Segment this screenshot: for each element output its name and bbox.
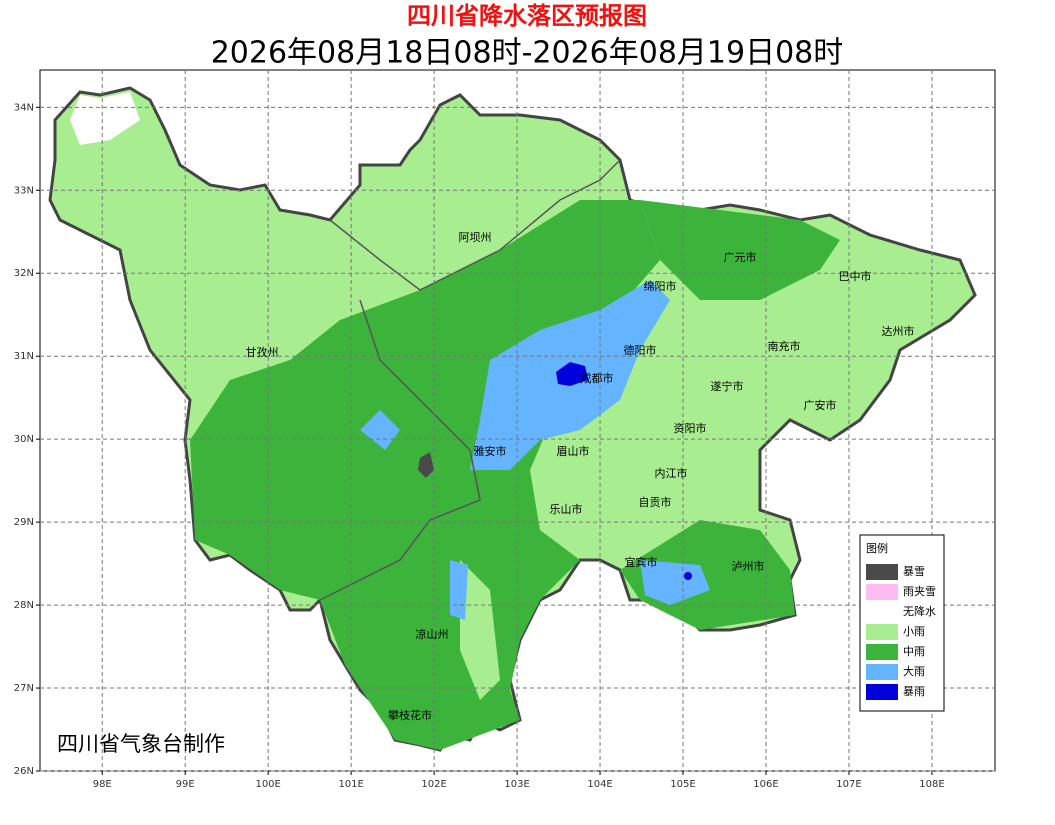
city-label: 巴中市: [839, 269, 872, 283]
province: [48, 86, 977, 752]
heavy-rain-area: [640, 560, 710, 605]
rainstorm-area: [556, 362, 588, 386]
x-tick-label: 107E: [836, 779, 861, 790]
legend-label: 中雨: [903, 645, 925, 658]
legend-swatch: [866, 624, 898, 640]
prefecture-border: [329, 159, 621, 291]
legend-swatch: [866, 644, 898, 660]
legend-label: 大雨: [903, 664, 925, 678]
legend-label: 小雨: [903, 625, 925, 638]
x-tick-label: 101E: [338, 779, 363, 790]
city-label: 达州市: [882, 324, 915, 338]
moderate-rain-area: [640, 200, 840, 300]
city-label: 甘孜州: [246, 345, 279, 359]
y-tick-label: 32N: [14, 268, 34, 279]
city-label: 雅安市: [474, 444, 507, 458]
no-rain-area: [70, 92, 140, 145]
city-label: 宜宾市: [625, 555, 658, 569]
snowstorm-area: [418, 452, 434, 478]
city-label: 广安市: [804, 398, 837, 412]
legend-swatch: [866, 684, 898, 700]
y-tick-label: 30N: [14, 434, 34, 445]
y-tick-label: 29N: [14, 517, 34, 528]
heavy-rain-area: [450, 560, 468, 620]
city-label: 绵阳市: [644, 279, 677, 293]
city-label: 遂宁市: [711, 379, 744, 393]
x-tick-label: 98E: [93, 779, 112, 790]
city-label: 成都市: [581, 371, 614, 385]
y-tick-label: 33N: [14, 185, 34, 196]
prefecture-border: [319, 299, 481, 601]
heavy-rain-area: [360, 410, 400, 450]
city-label: 资阳市: [674, 421, 707, 435]
y-tick-label: 28N: [14, 600, 34, 611]
city-label: 内江市: [655, 466, 688, 480]
y-tick-label: 26N: [14, 766, 34, 777]
x-tick-label: 105E: [670, 779, 695, 790]
city-label: 乐山市: [550, 502, 583, 516]
city-label: 自贡市: [639, 495, 672, 509]
city-label: 攀枝花市: [388, 708, 432, 722]
city-label: 南充市: [768, 339, 801, 353]
x-tick-label: 104E: [587, 779, 612, 790]
light-rain-patch: [460, 560, 500, 700]
legend-label: 暴雪: [903, 565, 925, 578]
grid: 98E 99E 100E 101E 102E 103E 104E 105E 106E 107E 10…: [14, 70, 995, 790]
y-tick-label: 31N: [14, 351, 34, 362]
legend-swatch: [866, 604, 898, 620]
y-tick-label: 27N: [14, 683, 34, 694]
x-tick-label: 102E: [421, 779, 446, 790]
city-labels: 阿坝州 广元市 巴中市 绵阳市 达州市 甘孜州 德阳市 南充市 成都市 遂宁市 …: [246, 230, 915, 722]
x-tick-label: 106E: [753, 779, 778, 790]
x-tick-label: 99E: [176, 779, 195, 790]
city-label: 广元市: [724, 250, 757, 264]
credit: 四川省气象台制作: [57, 732, 225, 756]
subtitle: 2026年08月18日08时-2026年08月19日08时: [211, 36, 844, 71]
city-label: 泸州市: [732, 559, 765, 573]
x-tick-label: 100E: [255, 779, 280, 790]
title: 四川省降水落区预报图: [407, 2, 647, 30]
city-label: 阿坝州: [459, 230, 492, 244]
legend-label: 无降水: [903, 604, 936, 618]
x-tick-label: 108E: [919, 779, 944, 790]
legend-swatch: [866, 564, 898, 580]
legend-label: 暴雨: [903, 685, 925, 698]
rainstorm-area: [684, 572, 692, 580]
legend-label: 雨夹雪: [903, 585, 936, 598]
y-tick-label: 34N: [14, 102, 34, 113]
city-label: 眉山市: [557, 444, 590, 458]
city-label: 凉山州: [416, 627, 449, 641]
legend-swatch: [866, 664, 898, 680]
legend-swatch: [866, 584, 898, 600]
city-label: 德阳市: [624, 343, 657, 357]
x-tick-label: 103E: [504, 779, 529, 790]
legend-title: 图例: [866, 541, 888, 555]
